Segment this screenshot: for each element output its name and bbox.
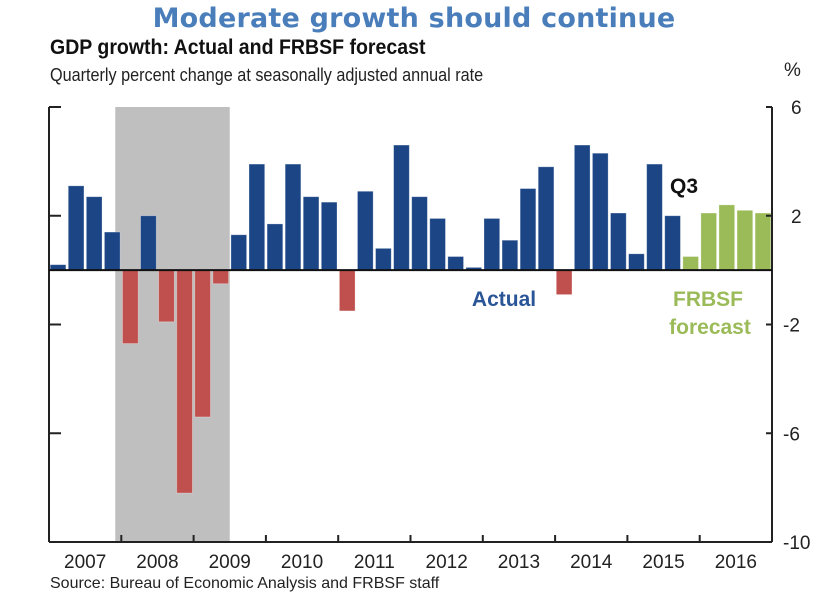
actual-bar [140,215,157,271]
x-tick-label: 2008 [136,552,178,573]
actual-bar [483,218,501,271]
actual-bar [429,218,446,271]
x-tick-label: 2014 [570,552,613,573]
actual-annotation: Actual [472,288,536,311]
y-axis-unit-label: % [784,60,801,81]
actual-bar [646,163,663,271]
actual-bar [375,247,392,271]
x-tick-label: 2011 [354,552,395,573]
actual-bar [411,196,428,271]
actual-bar [176,269,193,494]
actual-bar [447,256,464,271]
x-tick-label: 2012 [426,552,468,573]
forecast-bar [736,209,754,271]
y-tick-label: -10 [783,533,810,554]
actual-bar [320,201,338,271]
forecast-bar [754,212,772,271]
actual-bar [555,269,573,295]
chart-subtitle: GDP growth: Actual and FRBSF forecast [50,36,426,59]
bars-layer [49,144,772,494]
actual-bar [248,163,266,271]
x-tick-label: 2013 [498,552,540,573]
actual-bar [628,253,645,271]
chart-description: Quarterly percent change at seasonally a… [50,65,484,85]
actual-bar [592,152,609,271]
q3-annotation: Q3 [670,175,698,198]
actual-bar [104,231,121,271]
actual-bar [284,163,302,271]
actual-bar [501,239,519,271]
y-tick-label: 2 [791,207,802,228]
chart-title: Moderate growth should continue [152,3,676,34]
actual-bar [664,215,681,271]
actual-bar [122,269,139,344]
axes-layer [48,106,773,543]
source-note: Source: Bureau of Economic Analysis and … [50,575,440,592]
forecast-bar [718,204,736,271]
actual-bar [393,144,410,271]
actual-bar [357,190,374,271]
x-tick-label: 2009 [209,552,251,573]
x-tick-label: 2010 [281,552,323,573]
x-tick-label: 2007 [64,552,106,573]
x-tick-label: 2015 [642,552,684,573]
actual-bar [230,234,248,271]
actual-bar [610,212,627,271]
x-tick-label: 2016 [715,552,757,573]
actual-bar [85,196,103,271]
actual-bar [67,185,85,271]
forecast-annotation-line2: forecast [669,316,751,339]
actual-bar [338,269,356,312]
actual-bar [537,166,555,271]
actual-bar [573,144,591,271]
forecast-bar [682,256,699,271]
y-tick-label: -2 [783,316,800,337]
actual-bar [194,269,211,418]
labels-layer: 6 2 -2 -6 -10 2007 2008 2009 2010 2011 2012 2013 201… [64,98,810,573]
actual-bar [212,269,229,285]
actual-bar [266,223,284,271]
forecast-annotation-line1: FRBSF [673,288,743,311]
forecast-bar [700,212,717,271]
actual-bar [302,196,320,271]
actual-bar [158,269,175,323]
actual-bar [519,188,537,271]
y-tick-label: 6 [791,98,802,119]
y-tick-label: -6 [783,424,800,445]
